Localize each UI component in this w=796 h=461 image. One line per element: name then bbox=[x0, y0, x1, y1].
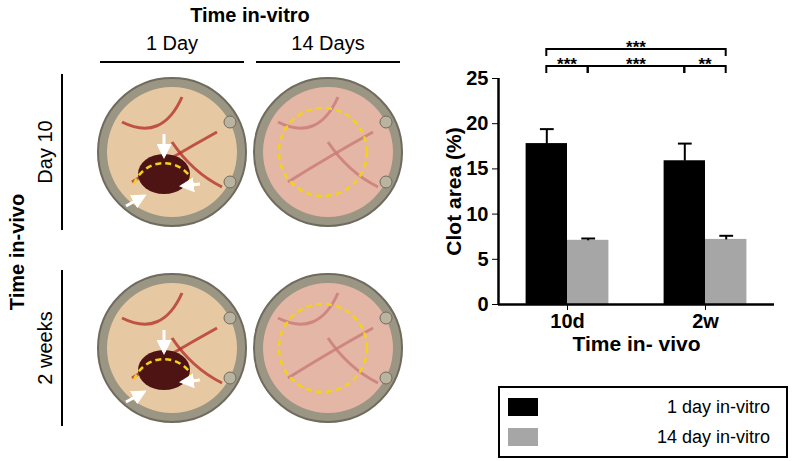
svg-text:5: 5 bbox=[477, 248, 488, 270]
svg-text:***: *** bbox=[626, 55, 646, 74]
svg-text:Time in-vivo: Time in-vivo bbox=[6, 194, 28, 310]
svg-text:15: 15 bbox=[466, 157, 488, 179]
svg-text:10d: 10d bbox=[550, 310, 584, 332]
svg-text:Clot area (%): Clot area (%) bbox=[442, 127, 465, 255]
svg-text:1 Day: 1 Day bbox=[146, 32, 198, 54]
svg-text:20: 20 bbox=[466, 112, 488, 134]
svg-text:2 weeks: 2 weeks bbox=[34, 311, 56, 384]
html-text:1 day in-vitro: 1 day in-vitro bbox=[667, 396, 770, 417]
svg-text:14 Days: 14 Days bbox=[291, 32, 364, 54]
svg-text:***: *** bbox=[626, 38, 646, 57]
svg-text:***: *** bbox=[557, 55, 577, 74]
svg-text:10: 10 bbox=[466, 203, 488, 225]
html-text:14 day in-vitro: 14 day in-vitro bbox=[656, 426, 770, 447]
svg-text:**: ** bbox=[698, 55, 712, 74]
svg-text:Time in- vivo: Time in- vivo bbox=[573, 332, 701, 355]
svg-text:2w: 2w bbox=[692, 310, 719, 332]
svg-text:Day 10: Day 10 bbox=[34, 120, 56, 183]
svg-text:Time in-vitro: Time in-vitro bbox=[190, 4, 310, 26]
svg-text:0: 0 bbox=[477, 293, 488, 315]
svg-text:25: 25 bbox=[466, 67, 488, 89]
